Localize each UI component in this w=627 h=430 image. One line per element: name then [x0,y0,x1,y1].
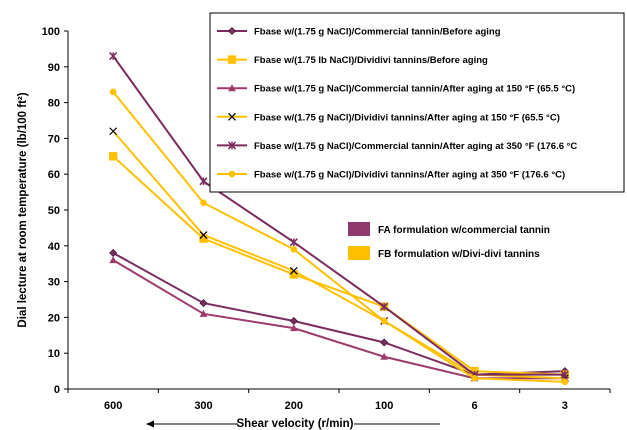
x-axis-title: Shear velocity (r/min) [237,418,354,430]
data-point [289,238,298,247]
y-tick-label: 60 [48,169,60,181]
y-axis-title: Dial lecture at room temperature (lb/100… [17,92,29,327]
formulation-legend-item: FB formulation w/Divi-divi tannins [348,246,540,260]
y-tick-label: 90 [48,62,60,74]
legend-marker [227,141,237,150]
data-point [380,338,389,347]
legend-marker [228,112,236,121]
legend-label: Fbase w/(1.75 g NaCl)/Commercial tannin/… [254,27,501,38]
legend-marker [227,55,237,64]
data-point [199,309,208,317]
legend-box [209,12,625,193]
formulation-legend-item: FA formulation w/commercial tannin [348,222,550,236]
data-point [290,246,298,253]
data-point [199,231,208,239]
y-tick-label: 80 [48,98,60,110]
series-legend: Fbase w/(1.75 g NaCl)/Commercial tannin/… [209,12,625,193]
legend-item: Fbase w/(1.75 lb NaCl)/Dividivi tannins/… [217,55,488,66]
data-point [108,152,118,161]
series-line [112,91,565,383]
series-line [112,155,565,376]
formulation-label: FA formulation w/commercial tannin [378,225,550,236]
x-tick-label: 600 [104,400,122,412]
legend-item: Fbase w/(1.75 g NaCl)/Dividivi tannins/A… [217,170,565,181]
data-point [289,316,298,326]
x-tick-label: 100 [375,400,393,412]
data-point [109,256,117,264]
x-tick-label: 200 [285,400,303,412]
data-point [200,199,207,207]
data-point [109,51,118,61]
legend-item: Fbase w/(1.75 g NaCl)/Commercial tannin/… [217,84,575,95]
legend-item: Fbase w/(1.75 g NaCl)/Commercial tannin/… [217,141,577,152]
x-tick-label: 3 [562,400,568,412]
data-point [380,352,388,360]
y-ticks: 0 10 20 30 40 50 60 70 80 90 100 [42,26,68,396]
data-point [199,177,208,186]
plot-area [108,51,570,386]
data-point [109,88,117,96]
x-axis-arrow [146,420,440,428]
data-point [289,266,298,275]
formulation-label: FB formulation w/Divi-divi tannins [378,249,540,260]
data-point [109,127,118,136]
x-ticks: 600 300 200 100 6 3 [67,389,611,412]
formulation-swatch [348,222,370,236]
series-5 [109,51,569,379]
y-tick-label: 0 [54,384,60,396]
data-point [471,374,478,382]
series-line [112,259,565,380]
y-tick-label: 10 [48,348,60,360]
data-point [199,234,208,243]
y-tick-label: 100 [42,26,60,38]
legend-label: Fbase w/(1.75 lb NaCl)/Dividivi tannins/… [254,55,488,66]
legend-label: Fbase w/(1.75 g NaCl)/Commercial tannin/… [254,141,577,152]
formulation-legend: FA formulation w/commercial tannin FB for… [348,222,550,260]
data-point [289,270,299,279]
x-tick-label: 300 [194,400,212,412]
y-tick-label: 20 [48,312,60,324]
y-tick-label: 30 [48,277,60,289]
y-tick-label: 40 [48,241,60,253]
legend-label: Fbase w/(1.75 g NaCl)/Commercial tannin/… [254,84,575,95]
series-line [112,55,565,376]
data-point [561,378,569,386]
data-point [380,302,389,311]
y-tick-label: 50 [48,205,60,217]
formulation-swatch [348,246,370,260]
series-6 [109,88,569,386]
legend-label: Fbase w/(1.75 g NaCl)/Dividivi tannins/A… [254,112,560,123]
series-line [112,252,565,376]
legend-marker [228,84,236,92]
series-1 [109,248,569,379]
data-point [199,299,208,308]
legend-marker [228,170,236,178]
y-tick-label: 70 [48,133,60,145]
x-tick-label: 6 [471,400,477,412]
legend-item: Fbase w/(1.75 g NaCl)/Dividivi tannins/A… [217,112,560,123]
legend-label: Fbase w/(1.75 g NaCl)/Dividivi tannins/A… [254,170,565,181]
legend-marker [227,26,237,36]
legend-item: Fbase w/(1.75 g NaCl)/Commercial tannin/… [217,27,501,38]
data-point [290,324,298,332]
data-point [380,317,388,325]
data-point [560,370,569,379]
